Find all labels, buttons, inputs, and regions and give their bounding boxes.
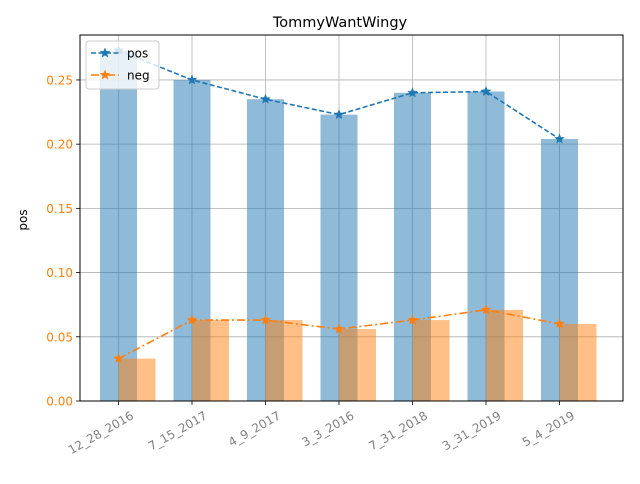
neg-point: [186, 314, 198, 325]
legend-neg-marker: [99, 69, 111, 80]
neg-point: [260, 314, 271, 325]
neg-point: [554, 318, 565, 329]
neg-bar: [412, 320, 450, 401]
neg-point: [333, 323, 345, 334]
y-axis-label: pos: [16, 209, 30, 230]
y-tick-label: 0.20: [46, 138, 73, 152]
neg-bar: [339, 329, 376, 401]
neg-point: [113, 352, 124, 364]
legend: pos neg: [85, 40, 160, 90]
neg-point: [480, 304, 492, 315]
y-tick-label: 0.00: [46, 395, 73, 409]
neg-bar: [559, 323, 597, 401]
neg-bar: [118, 358, 156, 401]
neg-point: [407, 314, 418, 325]
legend-neg-label: neg: [127, 69, 150, 83]
legend-pos-marker: [99, 47, 111, 58]
chart-title: TommyWantWingy: [272, 15, 408, 31]
y-tick-label: 0.10: [46, 266, 73, 280]
bar-layer: [100, 50, 597, 402]
pos-point: [260, 93, 271, 104]
y-tick-label: 0.15: [46, 202, 73, 216]
neg-bar: [486, 309, 523, 401]
pos-point: [407, 87, 418, 98]
legend-pos-label: pos: [127, 47, 148, 61]
neg-bar: [265, 320, 303, 401]
plot-frame: [79, 34, 624, 402]
pos-point: [554, 133, 565, 144]
y-tick-label: 0.25: [46, 73, 73, 87]
pos-point: [480, 85, 492, 97]
pos-bar: [100, 50, 137, 402]
pos-point: [186, 74, 198, 85]
line-layer: [113, 44, 565, 364]
y-tick-label: 0.05: [46, 330, 73, 344]
neg-bar: [192, 320, 229, 401]
pos-point: [333, 108, 345, 120]
